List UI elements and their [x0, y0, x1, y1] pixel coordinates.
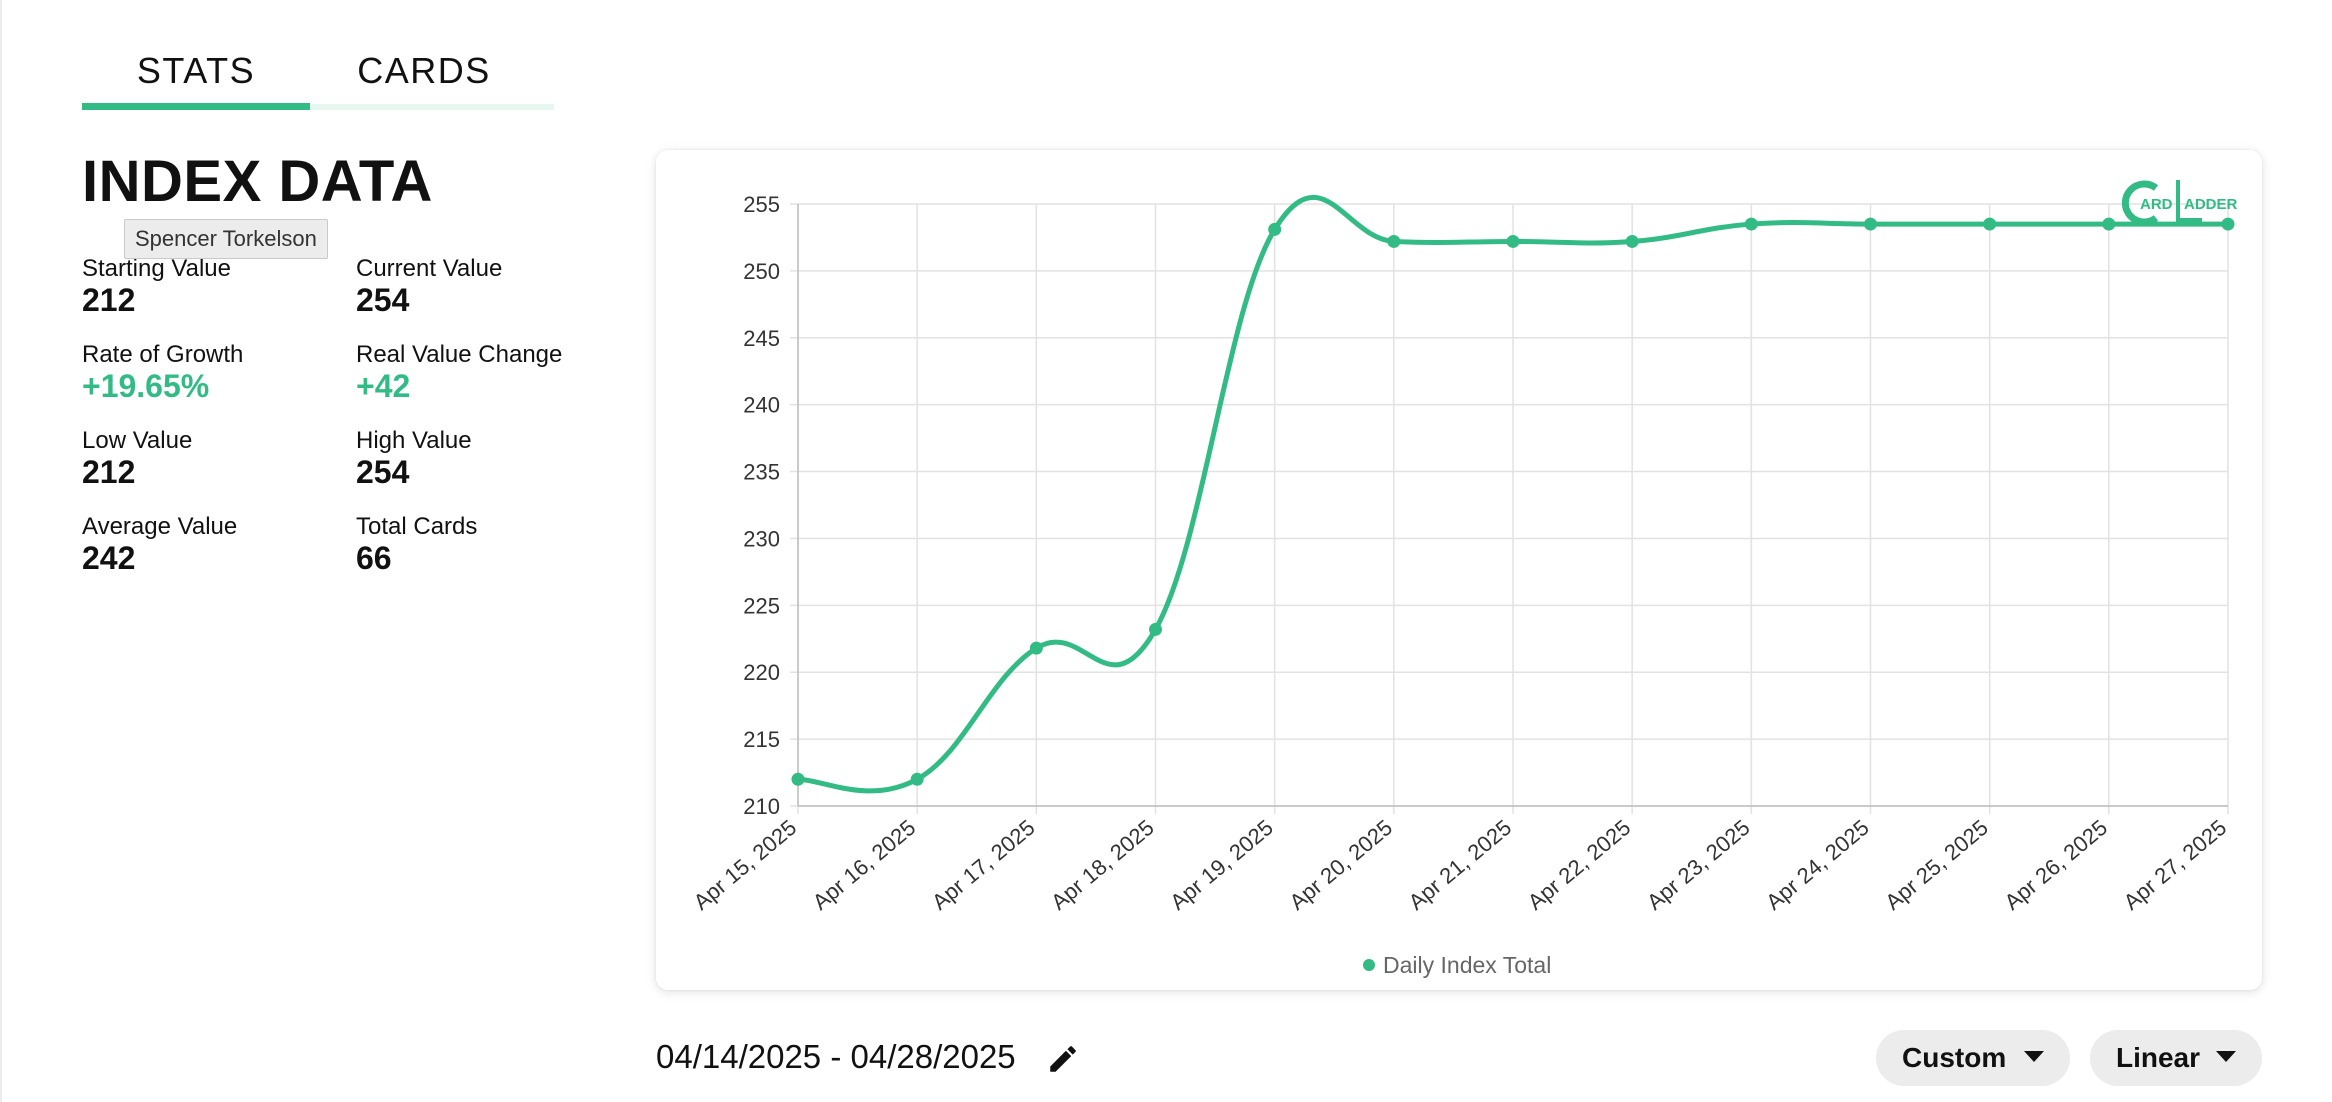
left-border [0, 0, 2, 1102]
x-tick-label: Apr 22, 2025 [1523, 815, 1636, 915]
x-tick-label: Apr 26, 2025 [1999, 815, 2112, 915]
card-ladder-logo: ARD ADDER [2121, 180, 2238, 226]
x-tick-label: Apr 17, 2025 [927, 815, 1040, 915]
y-tick-label: 240 [743, 393, 780, 418]
logo-ladder-base [2176, 218, 2202, 222]
tab-bar: STATS CARDS [82, 36, 554, 110]
stat-value: 212 [82, 454, 136, 490]
logo-c-mark [2121, 180, 2159, 226]
y-tick-label: 245 [743, 326, 780, 351]
tab-stats[interactable]: STATS [136, 50, 256, 91]
logo-text-left: ARD [2140, 196, 2173, 213]
x-tick-label: Apr 27, 2025 [2119, 815, 2232, 915]
stat-real-value-change: Real Value Change +42 [356, 341, 606, 403]
x-tick-label: Apr 23, 2025 [1642, 815, 1755, 915]
pencil-icon[interactable] [1046, 1042, 1080, 1076]
stat-label: Average Value [82, 513, 238, 540]
data-point [791, 772, 805, 786]
data-point [1149, 622, 1162, 636]
x-tick-label: Apr 16, 2025 [808, 815, 921, 915]
x-tick-label: Apr 19, 2025 [1165, 815, 1278, 915]
scale-dropdown-label: Linear [2116, 1042, 2201, 1073]
stat-label: Current Value [356, 255, 503, 282]
x-tick-label: Apr 21, 2025 [1404, 815, 1517, 915]
y-tick-label: 215 [743, 727, 780, 752]
data-point [1864, 217, 1877, 231]
stat-label: Total Cards [356, 513, 478, 540]
legend-label: Daily Index Total [1383, 952, 1551, 978]
stat-label: Starting Value [82, 255, 231, 282]
y-tick-label: 225 [743, 593, 780, 618]
stat-value: 254 [356, 282, 410, 318]
stat-current-value: Current Value 254 [356, 255, 606, 317]
data-point [1387, 234, 1401, 248]
y-tick-label: 220 [743, 660, 780, 685]
stat-rate-of-growth: Rate of Growth +19.65% [82, 341, 332, 403]
range-dropdown-label: Custom [1902, 1042, 2007, 1073]
stat-value: 66 [356, 540, 392, 576]
data-point [1744, 217, 1758, 231]
stat-average-value: Average Value 242 [82, 513, 332, 575]
stat-starting-value: Starting Value 212 [82, 255, 332, 317]
stat-label: Low Value [82, 427, 193, 454]
logo-ladder-rail [2176, 180, 2180, 222]
data-point [1625, 234, 1639, 248]
y-tick-label: 230 [743, 526, 780, 551]
stat-value: 212 [82, 282, 136, 318]
page-title: INDEX DATA [82, 149, 433, 214]
stat-value: +42 [356, 368, 411, 404]
stat-label: Rate of Growth [82, 341, 244, 368]
legend-marker [1363, 959, 1375, 971]
y-tick-label: 235 [743, 460, 780, 485]
stat-low-value: Low Value 212 [82, 427, 332, 489]
data-point [1983, 217, 1997, 231]
stat-total-cards: Total Cards 66 [356, 513, 606, 575]
data-point [1029, 641, 1043, 655]
data-point [1506, 234, 1520, 248]
stat-label: High Value [356, 427, 472, 454]
data-point [2221, 217, 2235, 231]
chart-card: 255 250 245 240 235 230 225 220 215 210 Apr 15, 20… [656, 150, 2262, 990]
tab-cards[interactable]: CARDS [357, 50, 491, 91]
caret-down-icon [2024, 1051, 2044, 1062]
logo-text-right: ADDER [2184, 196, 2238, 213]
date-range: 04/14/2025 - 04/28/2025 [656, 1038, 1016, 1075]
caret-down-icon [2216, 1051, 2236, 1062]
stat-value: +19.65% [82, 368, 210, 404]
y-tick-label: 250 [743, 259, 780, 284]
stat-value: 242 [82, 540, 136, 576]
data-point [2102, 217, 2116, 231]
x-tick-label: Apr 24, 2025 [1761, 815, 1874, 915]
data-point [1268, 222, 1282, 236]
stat-label: Real Value Change [356, 341, 563, 368]
x-tick-label: Apr 18, 2025 [1046, 815, 1159, 915]
x-tick-label: Apr 20, 2025 [1284, 815, 1397, 915]
tab-track [82, 104, 554, 110]
stat-high-value: High Value 254 [356, 427, 606, 489]
scale-dropdown[interactable]: Linear [2090, 1030, 2262, 1086]
range-dropdown[interactable]: Custom [1876, 1030, 2070, 1086]
y-tick-label: 210 [743, 794, 780, 819]
data-point [910, 772, 924, 786]
stat-value: 254 [356, 454, 410, 490]
y-tick-label: 255 [743, 192, 780, 217]
tab-active-indicator [82, 103, 310, 110]
x-tick-label: Apr 25, 2025 [1880, 815, 1993, 915]
x-tick-label: Apr 15, 2025 [689, 815, 802, 915]
tooltip: Spencer Torkelson [124, 219, 328, 259]
